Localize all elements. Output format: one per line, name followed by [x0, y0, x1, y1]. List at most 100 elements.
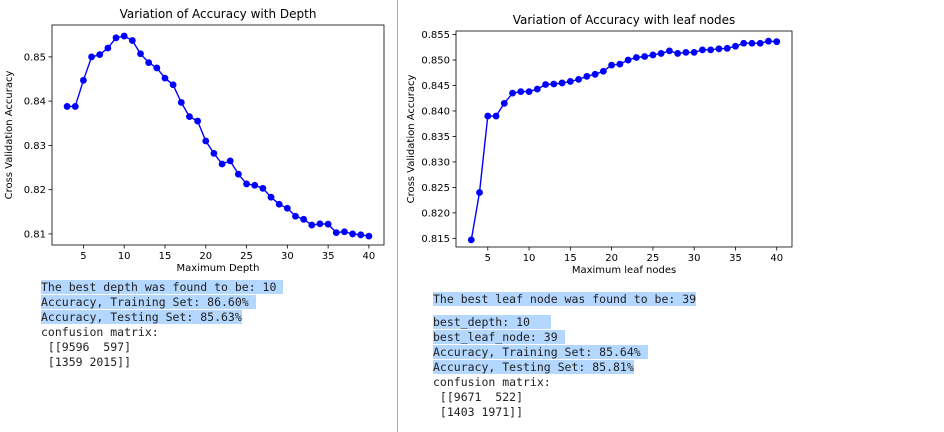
data-point [202, 137, 210, 145]
plot-frame [51, 24, 385, 246]
data-point [492, 112, 500, 120]
data-point [283, 204, 291, 212]
right-output-cell: Variation of Accuracy with leaf nodes 5 10… [398, 0, 944, 432]
left-output-cell: Variation of Accuracy with Depth 5 10 15 20 2… [0, 0, 397, 432]
data-point [292, 212, 299, 220]
x-axis-label: Maximum Depth [177, 263, 260, 274]
output-line: confusion matrix: [433, 375, 648, 390]
data-point [137, 50, 144, 58]
data-point [773, 38, 781, 46]
data-point [112, 34, 120, 42]
x-tick-label: 20 [605, 253, 618, 264]
output-line: [1403 1971]] [433, 405, 648, 420]
data-point [484, 112, 492, 120]
right-text-output-top: The best leaf node was found to be: 39 [433, 292, 697, 307]
data-point [308, 221, 316, 229]
output-line: Accuracy, Training Set: 85.64% [433, 345, 648, 360]
data-point [324, 220, 332, 228]
output-line-text: Accuracy, Training Set: 85.64% [433, 345, 648, 359]
y-tick-label: 0.85 [24, 52, 46, 63]
output-line-text: confusion matrix: [41, 325, 159, 339]
data-point [666, 47, 673, 55]
y-axis-label: Cross Validation Accuracy [4, 71, 15, 200]
x-tick-label: 35 [322, 251, 335, 262]
output-line-text: Accuracy, Training Set: 86.60% [41, 295, 256, 309]
data-point [104, 44, 112, 52]
output-line: The best leaf node was found to be: 39 [433, 292, 697, 307]
x-tick-label: 20 [199, 251, 212, 262]
output-line: confusion matrix: [41, 325, 283, 340]
depth-accuracy-chart: Variation of Accuracy with Depth 5 10 15 20 2… [4, 7, 385, 274]
y-axis-label: Cross Validation Accuracy [406, 75, 417, 204]
data-point [641, 53, 649, 60]
x-tick-label: 25 [240, 251, 253, 262]
y-tick-label: 0.845 [421, 81, 450, 92]
cell-divider [397, 0, 398, 432]
output-line: Accuracy, Testing Set: 85.63% [41, 310, 283, 325]
data-point [275, 200, 283, 208]
data-point [267, 193, 275, 201]
output-line: [[9671 522] [433, 390, 648, 405]
data-point [357, 231, 365, 239]
data-point [96, 51, 104, 59]
data-point [674, 50, 682, 57]
data-point [732, 42, 739, 50]
y-tick-label: 0.84 [24, 97, 46, 108]
data-point [153, 64, 161, 72]
data-point [682, 48, 690, 56]
data-point [226, 157, 234, 165]
output-line-text: [1403 1971]] [433, 405, 524, 419]
data-point [583, 72, 591, 80]
output-line-text: [1359 2015]] [41, 355, 132, 369]
output-line-text: Accuracy, Testing Set: 85.63% [41, 310, 242, 324]
x-tick-label: 5 [485, 253, 491, 264]
output-line-text: [[9596 597] [41, 340, 132, 354]
right-text-output-bottom: best_depth: 10 best_leaf_node: 39 Accura… [433, 315, 648, 420]
x-tick-label: 25 [647, 253, 660, 264]
data-point [243, 180, 250, 188]
data-point [765, 37, 772, 45]
data-point [517, 88, 525, 96]
data-point [599, 67, 607, 75]
chart-title: Variation of Accuracy with Depth [120, 7, 317, 21]
x-tick-label: 40 [363, 251, 376, 262]
y-tick-label: 0.81 [24, 229, 46, 240]
data-point [624, 56, 632, 64]
data-point [161, 74, 169, 82]
leaf-nodes-accuracy-chart: Variation of Accuracy with leaf nodes 5 10… [406, 13, 793, 276]
x-tick-label: 35 [729, 253, 742, 264]
data-point [575, 75, 582, 83]
data-point [259, 184, 267, 192]
data-point [649, 51, 657, 59]
y-tick-label: 0.83 [24, 141, 46, 152]
data-point [558, 79, 566, 87]
data-point [542, 81, 549, 88]
data-point [210, 149, 218, 157]
y-tick-label: 0.835 [421, 132, 450, 143]
data-point [608, 61, 616, 69]
data-point [234, 170, 242, 178]
output-line-text: best_leaf_node: 39 [433, 330, 565, 344]
output-line-text: The best depth was found to be: 10 [41, 280, 284, 294]
y-tick-label: 0.855 [421, 30, 450, 41]
data-point [707, 46, 715, 54]
data-point [550, 80, 558, 88]
y-tick-label: 0.830 [421, 157, 450, 168]
data-point [657, 50, 665, 57]
data-point [632, 54, 640, 61]
data-point [740, 39, 748, 47]
data-point [194, 117, 202, 125]
data-point [316, 220, 324, 228]
data-point [591, 70, 599, 78]
left-text-output: The best depth was found to be: 10 Accur… [41, 280, 284, 370]
output-line: [1359 2015]] [41, 355, 283, 370]
data-point [533, 85, 541, 93]
data-point [300, 215, 308, 223]
data-point [365, 232, 373, 240]
data-point [723, 44, 731, 52]
data-point [500, 99, 508, 107]
data-point [509, 89, 516, 97]
data-point [699, 46, 706, 54]
data-point [349, 230, 356, 238]
data-point [616, 60, 624, 68]
